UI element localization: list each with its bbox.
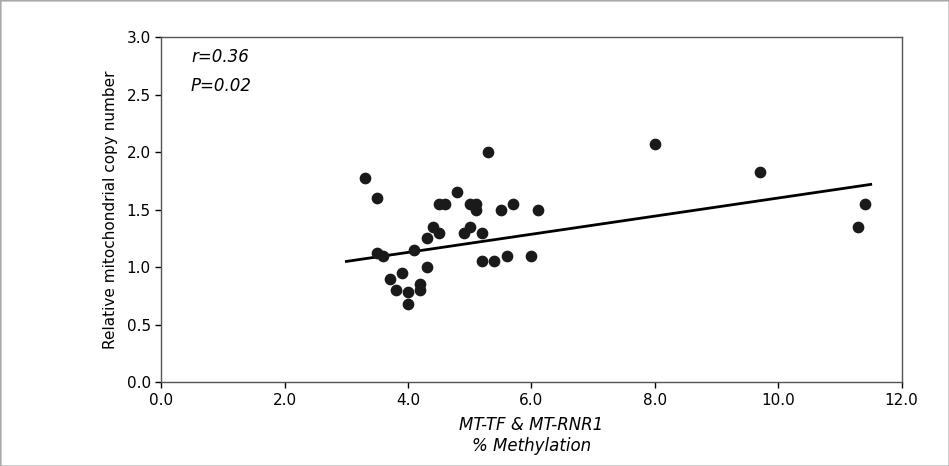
Point <box>419 235 435 242</box>
Point <box>381 275 398 282</box>
Point <box>480 149 495 156</box>
Point <box>406 246 421 254</box>
Point <box>370 250 385 257</box>
Point <box>474 229 490 236</box>
Point <box>647 140 662 148</box>
Point <box>370 194 385 202</box>
Point <box>462 223 477 231</box>
Point <box>851 223 866 231</box>
Point <box>493 206 509 213</box>
Point <box>506 200 521 208</box>
Point <box>857 200 872 208</box>
Point <box>752 168 767 176</box>
Point <box>468 206 483 213</box>
Point <box>400 289 416 296</box>
Point <box>395 269 410 277</box>
Point <box>530 206 545 213</box>
Point <box>462 200 477 208</box>
Point <box>400 300 416 308</box>
Point <box>524 252 539 260</box>
Point <box>487 258 502 265</box>
Point <box>376 252 391 260</box>
Point <box>425 223 440 231</box>
Point <box>450 189 465 196</box>
Point <box>413 287 428 294</box>
Point <box>437 200 453 208</box>
Point <box>474 258 490 265</box>
Point <box>456 229 471 236</box>
Point <box>419 263 435 271</box>
Y-axis label: Relative mitochondrial copy number: Relative mitochondrial copy number <box>103 70 119 349</box>
Point <box>357 174 372 181</box>
Point <box>499 252 514 260</box>
X-axis label: MT-TF & MT-RNR1
% Methylation: MT-TF & MT-RNR1 % Methylation <box>459 416 604 455</box>
Point <box>413 281 428 288</box>
Point <box>388 287 403 294</box>
Text: r=0.36
P=0.02: r=0.36 P=0.02 <box>191 48 251 95</box>
Point <box>431 229 446 236</box>
Point <box>468 200 483 208</box>
Point <box>431 200 446 208</box>
